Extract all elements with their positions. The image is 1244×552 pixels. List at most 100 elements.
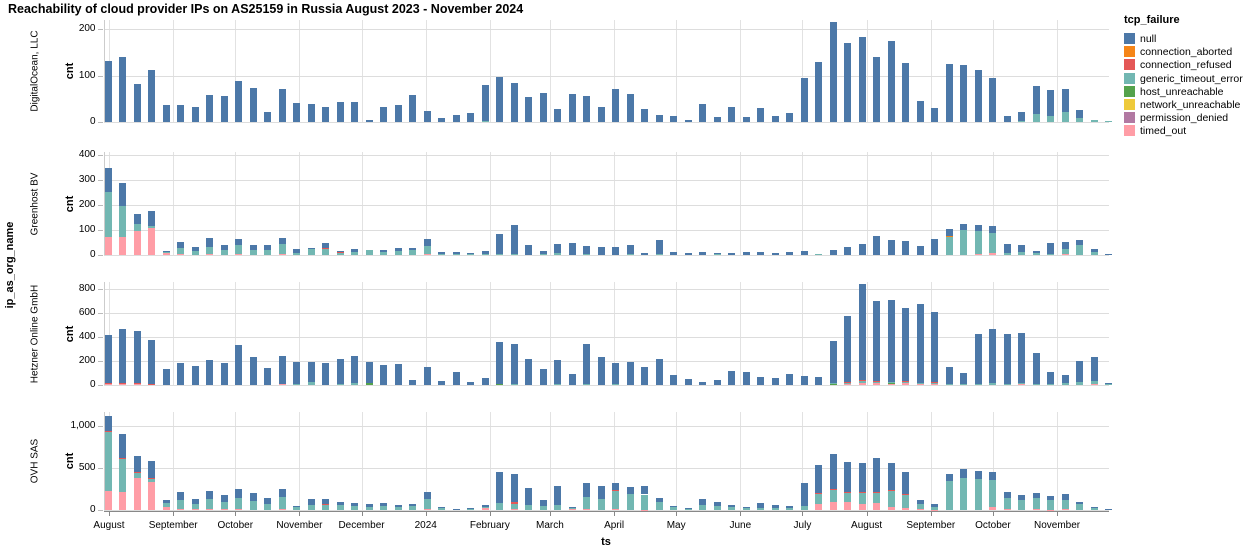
bar-segment-generic_timeout_error xyxy=(177,499,184,509)
bar-segment-null xyxy=(133,330,141,384)
month-gridline xyxy=(361,20,363,122)
bar-segment-generic_timeout_error xyxy=(655,501,663,510)
month-gridline xyxy=(740,20,742,122)
x-tick-label: March xyxy=(536,520,564,531)
month-gridline xyxy=(676,152,678,255)
bar-segment-connection_refused xyxy=(902,494,909,496)
bar-segment-null xyxy=(844,315,851,382)
bar-segment-null xyxy=(873,236,880,255)
bar-segment-null xyxy=(467,507,474,509)
bar-segment-null xyxy=(786,113,793,122)
bar-segment-timed_out xyxy=(133,384,141,385)
bar-segment-generic_timeout_error xyxy=(307,382,315,385)
bar-segment-generic_timeout_error xyxy=(264,503,271,510)
month-gridline xyxy=(1057,20,1059,122)
legend-label: null xyxy=(1140,33,1157,45)
bar-segment-host_unreachable xyxy=(496,384,503,386)
bar-segment-generic_timeout_error xyxy=(206,246,213,254)
bar-segment-null xyxy=(1047,243,1054,254)
bar-segment-null xyxy=(539,369,547,385)
x-tick-mark xyxy=(173,511,175,516)
bar-segment-timed_out xyxy=(177,254,184,255)
bar-segment-connection_refused xyxy=(873,381,880,382)
y-gridline xyxy=(103,155,1109,156)
y-gridline xyxy=(103,122,1109,123)
bar-segment-null xyxy=(757,252,764,255)
x-tick-mark xyxy=(299,511,301,516)
bar-segment-null xyxy=(931,239,938,255)
legend-swatch-icon xyxy=(1124,112,1135,124)
bar-segment-timed_out xyxy=(1090,384,1098,386)
bar-segment-generic_timeout_error xyxy=(902,382,909,384)
bar-segment-null xyxy=(597,106,605,122)
bar-segment-null xyxy=(858,37,866,122)
legend-entry-null: null xyxy=(1124,32,1244,45)
bar-segment-null xyxy=(336,358,344,384)
bar-segment-generic_timeout_error xyxy=(597,499,605,510)
month-gridline xyxy=(802,152,804,255)
bar-segment-null xyxy=(264,111,271,122)
bar-segment-timed_out xyxy=(104,237,112,255)
bar-segment-generic_timeout_error xyxy=(322,504,329,510)
bar-segment-timed_out xyxy=(510,509,518,510)
legend-swatch-icon xyxy=(1124,59,1135,71)
bar-segment-connection_refused xyxy=(510,502,518,505)
bar-segment-null xyxy=(438,118,445,122)
bar-segment-generic_timeout_error xyxy=(351,383,358,385)
bar-segment-null xyxy=(684,253,692,255)
bar-segment-timed_out xyxy=(278,254,286,255)
x-tick-label: December xyxy=(338,520,385,531)
x-tick-label: September xyxy=(148,520,198,531)
month-gridline xyxy=(235,152,237,255)
y-tick-mark xyxy=(97,337,103,339)
bar-segment-host_unreachable xyxy=(365,383,373,385)
legend-label: network_unreachable xyxy=(1140,99,1241,111)
legend-entry-network_unreachable: network_unreachable xyxy=(1124,98,1244,111)
bar-segment-null xyxy=(307,361,315,383)
bar-segment-null xyxy=(394,504,402,507)
bar-segment-timed_out xyxy=(119,384,126,385)
month-gridline xyxy=(549,20,551,122)
bar-segment-connection_aborted xyxy=(945,235,953,237)
x-tick-label: 2024 xyxy=(414,520,437,531)
legend-title: tcp_failure xyxy=(1124,14,1180,26)
bar-segment-generic_timeout_error xyxy=(1032,253,1040,255)
bar-segment-generic_timeout_error xyxy=(177,247,184,254)
bar-segment-timed_out xyxy=(568,509,576,510)
legend-label: permission_denied xyxy=(1140,112,1229,125)
bar-segment-null xyxy=(771,504,779,508)
bar-segment-generic_timeout_error xyxy=(583,253,590,255)
bar-segment-null xyxy=(249,87,257,122)
x-tick-mark xyxy=(740,511,742,516)
bar-segment-generic_timeout_error xyxy=(1047,115,1054,122)
bar-segment-null xyxy=(220,362,228,385)
bar-segment-null xyxy=(728,107,735,122)
y-gridline xyxy=(103,180,1109,181)
bar-segment-null xyxy=(539,251,547,254)
bar-segment-null xyxy=(887,463,895,490)
bar-segment-null xyxy=(757,108,764,122)
bar-segment-null xyxy=(655,359,663,385)
bar-segment-generic_timeout_error xyxy=(844,382,851,384)
bar-segment-null xyxy=(525,97,532,122)
bar-segment-null xyxy=(655,239,663,254)
y-gridline xyxy=(103,230,1109,231)
bar-segment-null xyxy=(1076,501,1083,505)
bar-segment-null xyxy=(423,491,431,500)
bar-segment-null xyxy=(1061,241,1069,250)
bar-segment-null xyxy=(510,473,518,503)
bar-segment-null xyxy=(916,101,924,122)
bar-segment-null xyxy=(481,84,489,121)
bar-segment-generic_timeout_error xyxy=(365,506,373,510)
bar-segment-null xyxy=(351,356,358,384)
month-gridline xyxy=(235,282,237,385)
bar-segment-generic_timeout_error xyxy=(945,236,953,255)
bar-segment-null xyxy=(452,251,460,254)
month-gridline xyxy=(802,412,804,510)
bar-segment-null xyxy=(452,508,460,510)
y-tick-mark xyxy=(97,289,103,291)
bar-segment-generic_timeout_error xyxy=(467,508,474,510)
bar-segment-null xyxy=(597,357,605,385)
bar-segment-null xyxy=(423,239,431,246)
bar-segment-null xyxy=(829,454,837,490)
